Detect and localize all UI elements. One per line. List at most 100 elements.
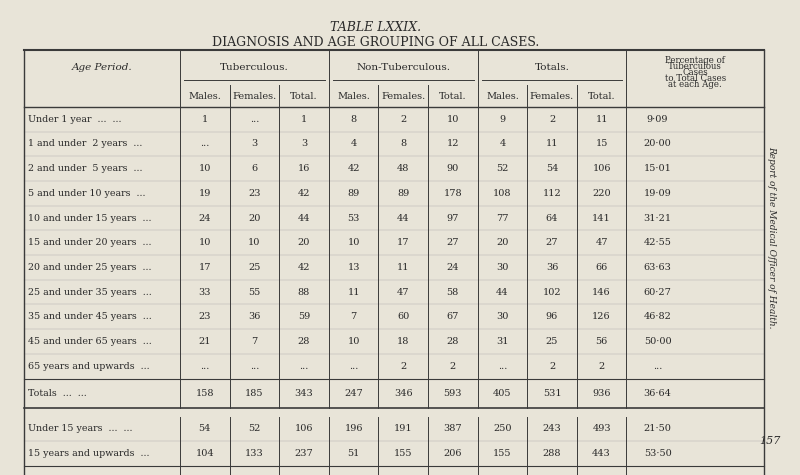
Text: 33: 33 (198, 288, 211, 296)
Text: ...: ... (200, 140, 210, 148)
Text: 55: 55 (248, 288, 261, 296)
Text: 67: 67 (446, 313, 459, 321)
Text: 1 and under  2 years  ...: 1 and under 2 years ... (28, 140, 142, 148)
Text: 96: 96 (546, 313, 558, 321)
Text: 8: 8 (400, 140, 406, 148)
Text: Non-Tuberculous.: Non-Tuberculous. (356, 63, 450, 72)
Text: 10: 10 (198, 164, 211, 173)
Text: 66: 66 (595, 263, 608, 272)
Text: 155: 155 (493, 449, 512, 458)
Text: 90: 90 (446, 164, 459, 173)
Text: 36: 36 (546, 263, 558, 272)
Text: Tuberculous.: Tuberculous. (220, 63, 289, 72)
Text: 7: 7 (350, 313, 357, 321)
Text: 88: 88 (298, 288, 310, 296)
Text: to Total Cases: to Total Cases (665, 74, 726, 83)
Text: 9·09: 9·09 (647, 115, 668, 124)
Text: 28: 28 (446, 337, 459, 346)
Text: Total.: Total. (588, 92, 615, 101)
Text: 44: 44 (496, 288, 509, 296)
Text: 30: 30 (496, 313, 509, 321)
Text: 60: 60 (397, 313, 410, 321)
Text: 1: 1 (202, 115, 208, 124)
Text: 10: 10 (248, 238, 261, 247)
Text: 11: 11 (546, 140, 558, 148)
Text: 64: 64 (546, 214, 558, 222)
Text: 16: 16 (298, 164, 310, 173)
Text: 15·01: 15·01 (644, 164, 671, 173)
Text: 133: 133 (245, 449, 264, 458)
Text: 593: 593 (443, 389, 462, 398)
Text: 42: 42 (298, 189, 310, 198)
Text: 25 and under 35 years  ...: 25 and under 35 years ... (28, 288, 152, 296)
Text: 20: 20 (496, 238, 509, 247)
Text: 141: 141 (592, 214, 611, 222)
Text: Under 15 years  ...  ...: Under 15 years ... ... (28, 425, 133, 433)
Text: 36·64: 36·64 (644, 389, 671, 398)
Text: 51: 51 (347, 449, 360, 458)
Text: Totals.: Totals. (534, 63, 570, 72)
Text: 42: 42 (347, 164, 360, 173)
Text: 58: 58 (446, 288, 459, 296)
Text: 28: 28 (298, 337, 310, 346)
Text: 52: 52 (496, 164, 509, 173)
Text: 56: 56 (595, 337, 608, 346)
Text: 31·21: 31·21 (643, 214, 672, 222)
Text: 53: 53 (347, 214, 360, 222)
Text: ...: ... (653, 362, 662, 370)
Text: 11: 11 (347, 288, 360, 296)
Text: 20·00: 20·00 (644, 140, 671, 148)
Text: ...: ... (250, 362, 259, 370)
Text: 5 and under 10 years  ...: 5 and under 10 years ... (28, 189, 146, 198)
Text: 36: 36 (248, 313, 261, 321)
Text: Age Period.: Age Period. (72, 63, 132, 72)
Text: 531: 531 (542, 389, 562, 398)
Text: 343: 343 (294, 389, 314, 398)
Text: 54: 54 (198, 425, 211, 433)
Text: Tuberculous: Tuberculous (668, 62, 722, 71)
Text: 106: 106 (294, 425, 314, 433)
Text: 4: 4 (499, 140, 506, 148)
Text: 237: 237 (294, 449, 314, 458)
Text: 19·09: 19·09 (644, 189, 671, 198)
Text: 12: 12 (446, 140, 459, 148)
Text: 3: 3 (301, 140, 307, 148)
Text: 288: 288 (542, 449, 562, 458)
Text: 60·27: 60·27 (644, 288, 671, 296)
Text: 346: 346 (394, 389, 413, 398)
Text: 146: 146 (592, 288, 611, 296)
Text: 11: 11 (397, 263, 410, 272)
Text: 4: 4 (350, 140, 357, 148)
Text: at each Age.: at each Age. (668, 80, 722, 89)
Text: 48: 48 (397, 164, 410, 173)
Text: 443: 443 (592, 449, 611, 458)
Text: 493: 493 (592, 425, 611, 433)
Text: 936: 936 (592, 389, 611, 398)
Text: Report of the Medical Officer of Health.: Report of the Medical Officer of Health. (767, 146, 777, 329)
Text: Under 1 year  ...  ...: Under 1 year ... ... (28, 115, 122, 124)
Text: 191: 191 (394, 425, 413, 433)
Text: 53·50: 53·50 (644, 449, 671, 458)
Text: 20 and under 25 years  ...: 20 and under 25 years ... (28, 263, 151, 272)
Text: 63·63: 63·63 (644, 263, 671, 272)
Text: 104: 104 (195, 449, 214, 458)
Text: 2 and under  5 years  ...: 2 and under 5 years ... (28, 164, 142, 173)
Text: 18: 18 (397, 337, 410, 346)
Text: 405: 405 (493, 389, 512, 398)
Text: 24: 24 (198, 214, 211, 222)
Text: Total.: Total. (290, 92, 318, 101)
Text: 19: 19 (198, 189, 211, 198)
Text: 247: 247 (344, 389, 363, 398)
Text: ...: ... (349, 362, 358, 370)
Text: Females.: Females. (530, 92, 574, 101)
Text: 11: 11 (595, 115, 608, 124)
Text: 155: 155 (394, 449, 413, 458)
Text: 77: 77 (496, 214, 509, 222)
Text: 10: 10 (347, 238, 360, 247)
Text: 89: 89 (397, 189, 410, 198)
Text: 10: 10 (446, 115, 459, 124)
Text: 24: 24 (446, 263, 459, 272)
Text: 185: 185 (245, 389, 264, 398)
Text: ...: ... (498, 362, 507, 370)
Text: 35 and under 45 years  ...: 35 and under 45 years ... (28, 313, 152, 321)
